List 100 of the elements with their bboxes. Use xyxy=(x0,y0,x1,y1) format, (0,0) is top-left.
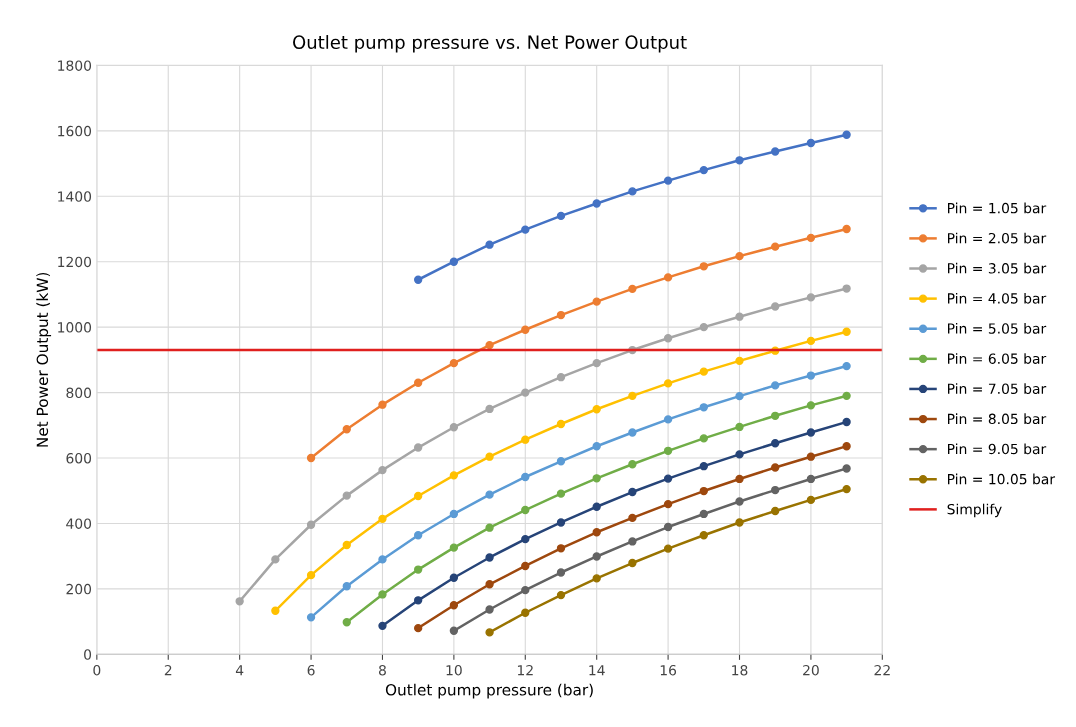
point xyxy=(699,403,708,412)
y-tick-label: 800 xyxy=(66,387,92,399)
y-tick-label: 400 xyxy=(66,518,92,529)
point xyxy=(306,520,316,529)
point xyxy=(592,358,601,368)
point xyxy=(663,273,673,282)
point xyxy=(414,596,423,605)
point xyxy=(592,297,601,306)
legend-label: Simplify xyxy=(947,503,1002,518)
point xyxy=(699,367,708,376)
point xyxy=(342,582,351,591)
point xyxy=(806,401,816,410)
point xyxy=(521,561,530,571)
point xyxy=(342,540,351,550)
point xyxy=(735,474,744,484)
point xyxy=(842,484,851,494)
point xyxy=(628,460,637,469)
point xyxy=(663,176,673,185)
chart-title: Outlet pump pressure vs. Net Power Output xyxy=(293,35,687,53)
point xyxy=(806,428,816,437)
point xyxy=(485,452,494,461)
point xyxy=(663,379,673,388)
point xyxy=(485,240,494,249)
point xyxy=(414,565,423,574)
point xyxy=(235,597,244,606)
point xyxy=(521,325,530,334)
point xyxy=(699,462,708,471)
y-tick-label: 1000 xyxy=(58,322,92,333)
point xyxy=(771,147,780,156)
point xyxy=(592,502,601,511)
x-tick-label: 20 xyxy=(803,664,819,676)
point xyxy=(735,312,744,321)
point xyxy=(556,457,566,466)
point xyxy=(485,553,494,562)
point xyxy=(414,443,423,452)
point xyxy=(306,453,316,463)
point xyxy=(699,434,708,443)
point xyxy=(699,322,708,332)
point xyxy=(449,626,459,635)
y-tick-label: 200 xyxy=(66,583,92,595)
point xyxy=(592,528,601,537)
point xyxy=(449,358,459,368)
y-axis-title: Net Power Output (kW) xyxy=(36,272,52,447)
point xyxy=(306,613,316,622)
point xyxy=(485,340,494,350)
point xyxy=(806,371,816,380)
point xyxy=(414,275,423,284)
point xyxy=(771,463,780,472)
x-tick-label: 4 xyxy=(235,665,244,676)
point xyxy=(771,381,780,390)
point xyxy=(485,628,494,637)
point xyxy=(735,392,744,401)
point xyxy=(663,446,673,455)
point xyxy=(771,506,780,516)
x-tick-label: 10 xyxy=(446,664,462,676)
point xyxy=(806,336,816,346)
x-tick-label: 16 xyxy=(660,664,677,676)
point xyxy=(592,552,601,561)
legend-label: Pin = 4.05 bar xyxy=(948,292,1047,304)
point xyxy=(592,574,601,583)
point xyxy=(414,491,423,501)
point xyxy=(378,555,387,564)
point xyxy=(342,491,351,500)
legend-label: Pin = 10.05 bar xyxy=(948,473,1056,485)
point xyxy=(735,156,744,165)
point xyxy=(521,225,530,234)
point xyxy=(735,251,744,261)
point xyxy=(806,138,816,148)
legend-label: Pin = 1.05 bar xyxy=(948,202,1047,214)
point xyxy=(699,531,708,540)
point xyxy=(485,605,494,614)
point xyxy=(699,165,708,175)
point xyxy=(628,513,637,523)
y-tick-label: 1200 xyxy=(58,256,92,268)
point xyxy=(485,490,494,499)
point xyxy=(485,523,494,532)
point xyxy=(378,621,387,631)
point xyxy=(592,199,601,208)
point xyxy=(842,361,851,371)
point xyxy=(521,435,530,444)
x-tick-label: 0 xyxy=(93,664,101,676)
point xyxy=(449,257,459,266)
point xyxy=(521,388,530,397)
point xyxy=(449,573,459,582)
legend-label: Pin = 8.05 bar xyxy=(948,413,1047,425)
point xyxy=(449,543,459,552)
point xyxy=(271,555,280,564)
point xyxy=(842,464,851,473)
point xyxy=(806,233,816,243)
y-tick-label: 0 xyxy=(84,649,92,660)
point xyxy=(378,400,387,409)
point xyxy=(628,187,637,196)
point xyxy=(842,284,851,293)
point xyxy=(771,439,780,448)
point xyxy=(271,606,280,615)
point xyxy=(306,570,316,580)
x-axis-title: Outlet pump pressure (bar) xyxy=(385,683,593,699)
point xyxy=(414,378,423,387)
point xyxy=(628,391,637,401)
point xyxy=(414,623,423,633)
